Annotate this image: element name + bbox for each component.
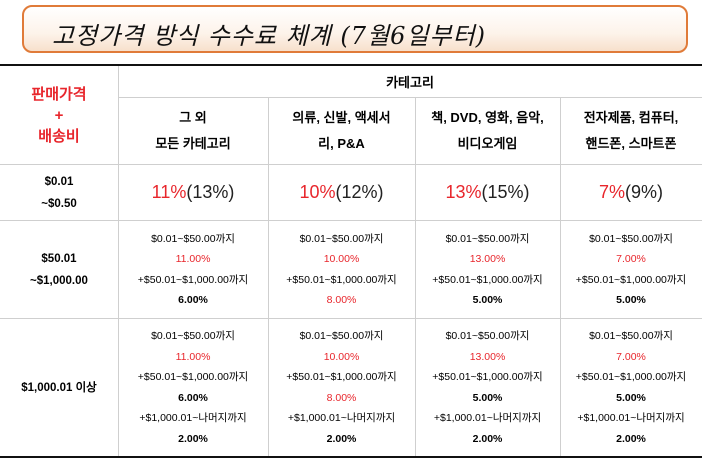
column-header-line: 모든 카테고리 xyxy=(155,136,231,151)
column-header-apparel: 의류, 신발, 액세서 리, P&A xyxy=(268,98,415,164)
rate-value: 13% xyxy=(445,182,482,202)
rate-alt-value: (9%) xyxy=(625,182,664,202)
row-label: $1,000.01 이상 xyxy=(0,319,118,456)
rate-cell: 10%(12%) xyxy=(268,165,415,220)
grid-line xyxy=(0,318,702,319)
grid-line xyxy=(118,97,702,98)
tier-cell: $0.01~$50.00까지 13.00% +$50.01~$1,000.00까… xyxy=(415,221,560,318)
row-label-line: ~$1,000.00 xyxy=(30,274,88,287)
tier-range: $0.01~$50.00까지 xyxy=(299,232,384,245)
column-header-electronics: 전자제품, 컴퓨터, 핸드폰, 스마트폰 xyxy=(560,98,702,164)
tier-rate: 5.00% xyxy=(472,294,503,306)
row-label-line: $1,000.01 이상 xyxy=(21,381,97,394)
row-header-line: 배송비 xyxy=(38,127,80,145)
row-header-line: + xyxy=(54,106,64,124)
tier-rate: 11.00% xyxy=(175,350,211,363)
tier-range: +$50.01~$1,000.00까지 xyxy=(137,371,249,383)
column-header-line: 비디오게임 xyxy=(457,136,518,151)
row-label: $0.01 ~$0.50 xyxy=(0,165,118,220)
table-bottom-rule xyxy=(0,456,702,458)
grid-line xyxy=(0,220,702,221)
tier-rate: 8.00% xyxy=(326,391,357,404)
row-label-line: ~$0.50 xyxy=(41,197,77,210)
column-header-other: 그 외 모든 카테고리 xyxy=(118,98,268,164)
tier-rate: 11.00% xyxy=(175,253,211,265)
column-header-line: 전자제품, 컴퓨터, xyxy=(583,110,679,125)
page-title: 고정가격 방식 수수료 체계 (7월6일부터) xyxy=(52,22,486,50)
rate-value: 7% xyxy=(598,182,625,202)
tier-range: $0.01~$50.00까지 xyxy=(589,330,673,342)
tier-cell: $0.01~$50.00까지 13.00% +$50.01~$1,000.00까… xyxy=(415,319,560,456)
grid-line xyxy=(560,97,561,456)
rate-cell: 13%(15%) xyxy=(415,165,560,220)
tier-cell: $0.01~$50.00까지 10.00% +$50.01~$1,000.00까… xyxy=(268,319,415,456)
grid-line xyxy=(118,66,119,456)
tier-rate: 6.00% xyxy=(178,391,208,404)
tier-rate: 2.00% xyxy=(178,432,208,445)
tier-rate: 5.00% xyxy=(472,391,503,404)
tier-rate: 10.00% xyxy=(323,350,360,363)
row-header: 판매가격 + 배송비 xyxy=(0,66,118,164)
row-label: $50.01 ~$1,000.00 xyxy=(0,221,118,318)
tier-range: $0.01~$50.00까지 xyxy=(151,232,235,245)
tier-range: $0.01~$50.00까지 xyxy=(299,330,384,342)
rate-alt-value: (13%) xyxy=(186,182,235,202)
tier-rate: 6.00% xyxy=(178,294,208,306)
column-header-line: 책, DVD, 영화, 음악, xyxy=(431,110,544,125)
tier-range: $0.01~$50.00까지 xyxy=(589,232,673,245)
grid-line xyxy=(0,164,702,165)
tier-rate: 8.00% xyxy=(326,294,357,306)
tier-rate: 10.00% xyxy=(323,253,360,265)
category-header: 카테고리 xyxy=(118,66,702,97)
tier-rate: 2.00% xyxy=(616,432,646,445)
rate-alt-value: (15%) xyxy=(481,182,530,202)
tier-cell: $0.01~$50.00까지 7.00% +$50.01~$1,000.00까지… xyxy=(560,319,702,456)
tier-range: +$50.01~$1,000.00까지 xyxy=(137,273,249,286)
tier-range: +$50.01~$1,000.00까지 xyxy=(575,371,687,383)
rate-value: 10% xyxy=(299,182,336,202)
tier-cell: $0.01~$50.00까지 7.00% +$50.01~$1,000.00까지… xyxy=(560,221,702,318)
row-header-line: 판매가격 xyxy=(31,85,87,103)
grid-line xyxy=(415,97,416,456)
tier-rate: 7.00% xyxy=(616,253,646,265)
tier-range: +$50.01~$1,000.00까지 xyxy=(286,273,397,286)
tier-range: +$50.01~$1,000.00까지 xyxy=(432,273,543,286)
tier-range: $0.01~$50.00까지 xyxy=(445,330,530,342)
rate-cell: 11%(13%) xyxy=(118,165,268,220)
column-header-line: 핸드폰, 스마트폰 xyxy=(585,136,677,151)
tier-range: +$50.01~$1,000.00까지 xyxy=(432,371,543,383)
column-header-media: 책, DVD, 영화, 음악, 비디오게임 xyxy=(415,98,560,164)
tier-range: +$1,000.01~나머지까지 xyxy=(433,412,542,424)
tier-range: +$50.01~$1,000.00까지 xyxy=(286,371,397,383)
tier-rate: 2.00% xyxy=(326,432,357,445)
tier-cell: $0.01~$50.00까지 11.00% +$50.01~$1,000.00까… xyxy=(118,221,268,318)
tier-rate: 13.00% xyxy=(469,350,506,363)
tier-cell: $0.01~$50.00까지 11.00% +$50.01~$1,000.00까… xyxy=(118,319,268,456)
tier-range: +$50.01~$1,000.00까지 xyxy=(575,273,687,286)
category-header-label: 카테고리 xyxy=(386,75,434,90)
grid-line xyxy=(268,97,269,456)
column-header-line: 의류, 신발, 액세서 xyxy=(292,110,391,125)
column-header-line: 리, P&A xyxy=(318,136,365,151)
tier-rate: 5.00% xyxy=(616,391,646,404)
tier-cell: $0.01~$50.00까지 10.00% +$50.01~$1,000.00까… xyxy=(268,221,415,318)
tier-rate: 13.00% xyxy=(469,253,506,265)
column-header-line: 그 외 xyxy=(179,110,207,125)
rate-alt-value: (12%) xyxy=(335,182,384,202)
rate-cell: 7%(9%) xyxy=(560,165,702,220)
tier-range: +$1,000.01~나머지까지 xyxy=(287,412,396,424)
rate-value: 11% xyxy=(151,182,187,202)
table-top-rule xyxy=(0,64,702,66)
tier-rate: 5.00% xyxy=(616,294,646,306)
tier-rate: 2.00% xyxy=(472,432,503,445)
tier-range: +$1,000.01~나머지까지 xyxy=(139,412,247,424)
tier-rate: 7.00% xyxy=(616,350,646,363)
title-banner: 고정가격 방식 수수료 체계 (7월6일부터) xyxy=(22,5,688,53)
tier-range: $0.01~$50.00까지 xyxy=(445,232,530,245)
row-label-line: $50.01 xyxy=(41,252,77,265)
tier-range: +$1,000.01~나머지까지 xyxy=(577,412,685,424)
tier-range: $0.01~$50.00까지 xyxy=(151,330,235,342)
row-label-line: $0.01 xyxy=(44,175,74,188)
